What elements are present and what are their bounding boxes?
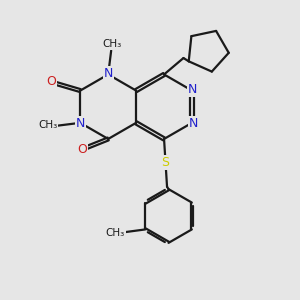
Text: N: N	[189, 117, 198, 130]
Text: O: O	[46, 75, 56, 88]
Text: N: N	[76, 117, 85, 130]
Text: S: S	[161, 156, 169, 169]
Text: N: N	[103, 67, 113, 80]
Text: N: N	[188, 83, 197, 96]
Text: CH₃: CH₃	[102, 39, 122, 49]
Text: CH₃: CH₃	[106, 228, 125, 238]
Text: O: O	[77, 143, 87, 156]
Text: CH₃: CH₃	[38, 120, 58, 130]
